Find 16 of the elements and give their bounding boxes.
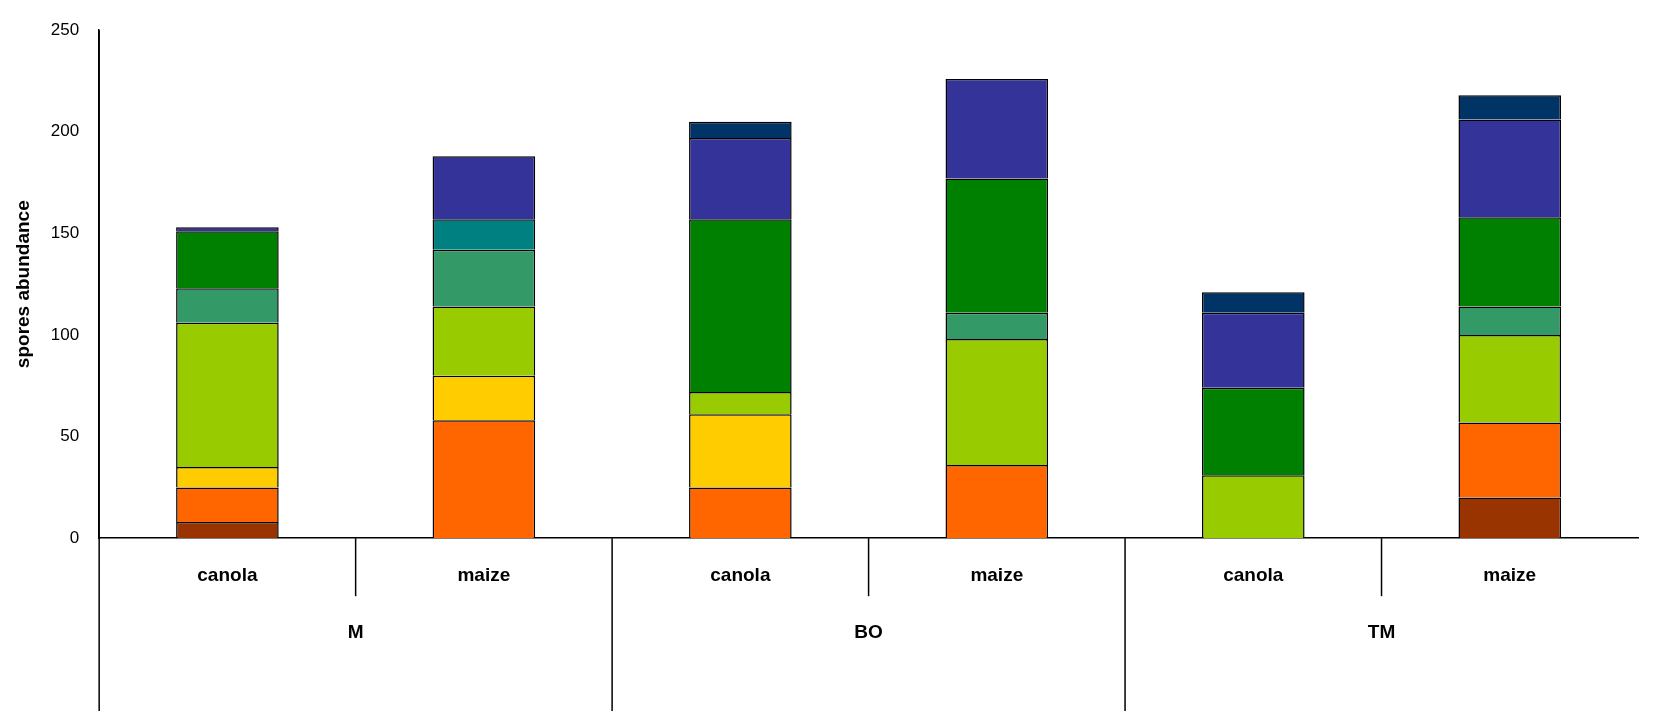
x-tick-label: maize: [457, 563, 511, 585]
text: TM: [1367, 621, 1396, 643]
text: BO: [854, 621, 883, 643]
y-tick-label: 100: [50, 324, 80, 344]
text: M: [347, 621, 364, 643]
x-tick-label: canola: [197, 563, 258, 585]
y-tick-label: 150: [50, 223, 80, 243]
y-tick-label: 200: [50, 121, 80, 141]
x-tick-label: canola: [1223, 563, 1284, 585]
y-tick-label: 0: [69, 527, 80, 547]
y-axis-title: spores abundance: [11, 200, 33, 369]
x-tick-label: canola: [710, 563, 771, 585]
x-tick-label: maize: [970, 563, 1024, 585]
y-tick-label: 50: [60, 426, 80, 446]
y-tick-label: 250: [50, 19, 80, 39]
x-tick-label: maize: [1483, 563, 1537, 585]
